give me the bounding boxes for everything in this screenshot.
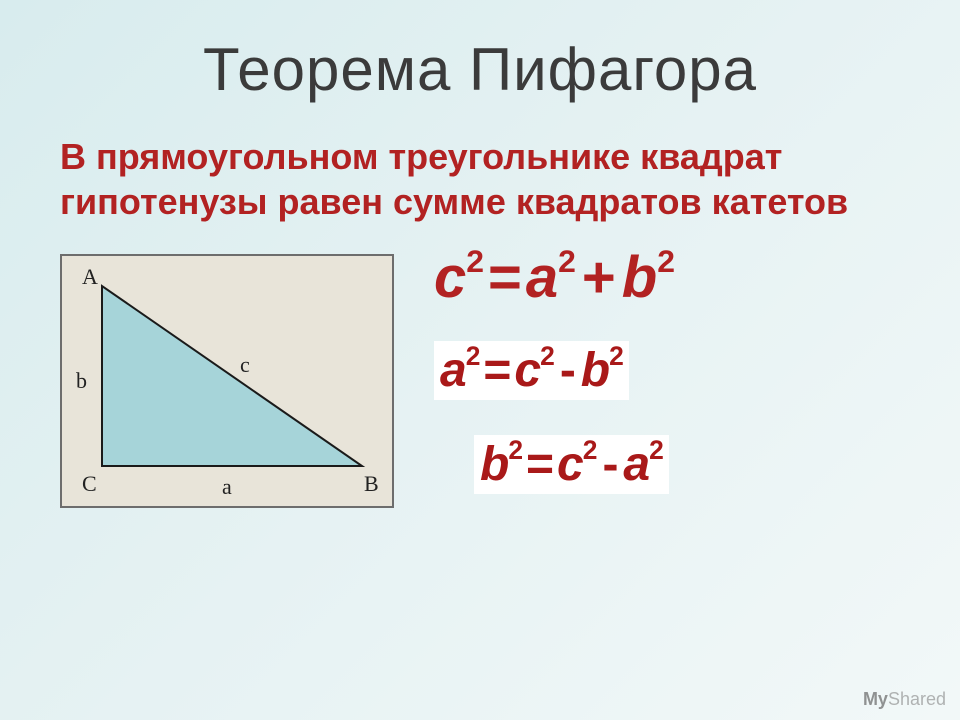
side-a: a xyxy=(222,474,232,500)
vertex-A: A xyxy=(82,264,98,290)
f3-op: - xyxy=(596,438,623,491)
theorem-statement: В прямоугольном треугольнике квадрат гип… xyxy=(0,104,960,244)
formula-main: c2=a2+b2 xyxy=(434,244,900,311)
triangle-svg xyxy=(62,256,392,506)
watermark-rest: Shared xyxy=(888,689,946,709)
f2-r2: b xyxy=(581,344,609,397)
vertex-B: B xyxy=(364,471,379,497)
f2-lhs: a xyxy=(440,344,466,397)
f1-r2: b xyxy=(622,245,657,310)
f2-r1: c xyxy=(514,344,540,397)
f3-r1: c xyxy=(557,438,583,491)
side-b: b xyxy=(76,368,87,394)
f2-op: - xyxy=(554,344,581,397)
content-row: A C B b a c c2=a2+b2 a2=c2-b2 b2=c2-a2 xyxy=(0,244,960,508)
watermark: MyShared xyxy=(863,689,946,710)
triangle-figure: A C B b a c xyxy=(60,254,394,508)
f1-lhs: c xyxy=(434,245,466,310)
formula-sub1: a2=c2-b2 xyxy=(434,341,629,400)
triangle-shape xyxy=(102,286,362,466)
f3-lhs: b xyxy=(480,438,508,491)
page-title: Теорема Пифагора xyxy=(0,0,960,104)
formula-sub2: b2=c2-a2 xyxy=(474,435,669,494)
vertex-C: C xyxy=(82,471,97,497)
watermark-prefix: My xyxy=(863,689,888,709)
formulas-column: c2=a2+b2 a2=c2-b2 b2=c2-a2 xyxy=(394,244,900,494)
f1-op: + xyxy=(576,245,622,310)
side-c: c xyxy=(240,352,250,378)
f3-r2: a xyxy=(623,438,649,491)
f1-r1: a xyxy=(526,245,558,310)
